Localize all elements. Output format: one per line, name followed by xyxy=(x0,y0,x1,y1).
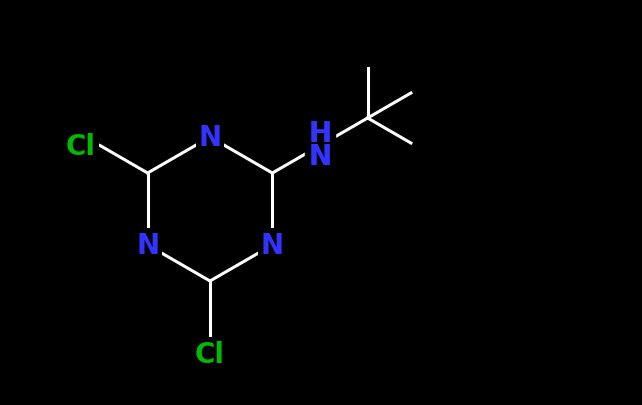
Text: N: N xyxy=(198,124,221,151)
Text: N: N xyxy=(261,231,284,259)
Text: H: H xyxy=(308,119,331,147)
Text: Cl: Cl xyxy=(66,132,96,160)
Text: H: H xyxy=(308,119,331,147)
Text: Cl: Cl xyxy=(195,340,225,368)
Text: N: N xyxy=(136,231,159,259)
Text: N: N xyxy=(198,124,221,151)
Text: N: N xyxy=(308,142,331,170)
Text: N: N xyxy=(136,231,159,259)
Text: Cl: Cl xyxy=(195,340,225,368)
Text: N: N xyxy=(308,142,331,170)
Text: Cl: Cl xyxy=(66,132,96,160)
Text: N: N xyxy=(261,231,284,259)
